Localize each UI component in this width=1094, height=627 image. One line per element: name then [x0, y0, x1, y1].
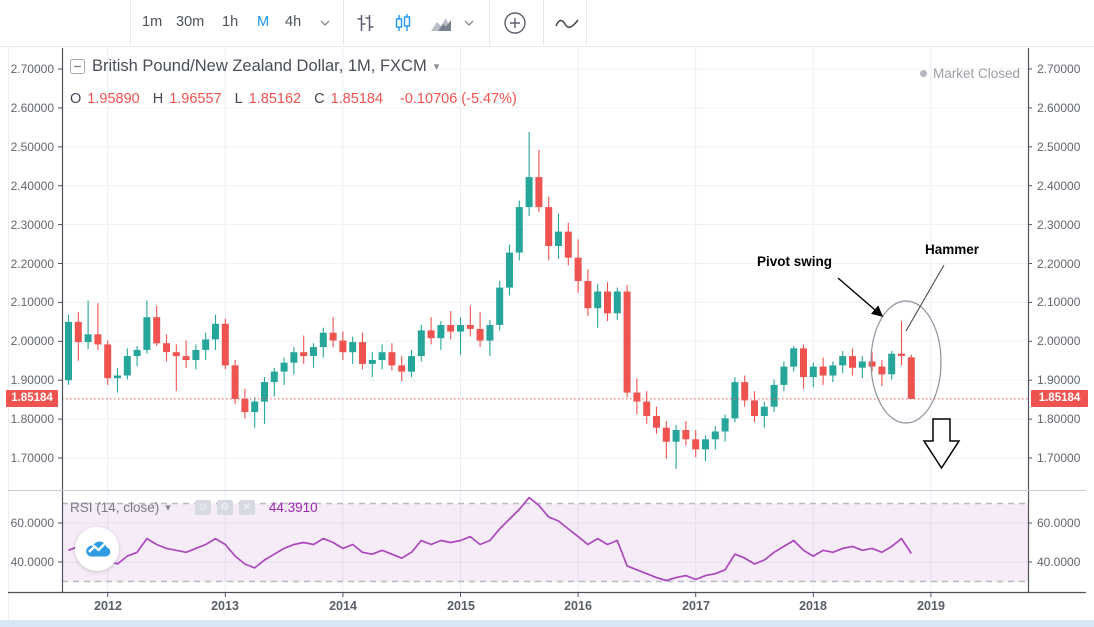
rsi-axis-label: 60.0000 — [10, 516, 54, 530]
last-price-label-right: 1.85184 — [1031, 390, 1088, 407]
top-toolbar: 1m 30m 1h M 4h — [0, 0, 1094, 46]
open-label: O — [70, 91, 82, 107]
price-axis-label: 2.50000 — [10, 140, 54, 154]
collapse-legend-icon[interactable] — [70, 59, 85, 74]
price-axis-label: 2.00000 — [1037, 334, 1081, 348]
high-label: H — [152, 91, 164, 107]
time-axis-label: 2018 — [799, 599, 827, 613]
price-axis-label: 2.00000 — [10, 334, 54, 348]
rsi-hide-icon[interactable]: ⊙ — [194, 500, 211, 515]
symbol-dropdown-caret[interactable]: ▾ — [433, 61, 440, 73]
down-arrow-drawing[interactable] — [922, 418, 961, 470]
indicator-line-icon[interactable] — [554, 10, 580, 36]
pivot-ellipse-drawing[interactable] — [870, 300, 942, 424]
pivot-swing-annotation[interactable]: Pivot swing — [757, 254, 833, 269]
low-label: L — [234, 91, 243, 107]
price-axis-label: 2.60000 — [1037, 101, 1081, 115]
low-value: 1.85162 — [248, 91, 302, 107]
price-axis-label: 1.80000 — [10, 412, 54, 426]
time-axis-label: 2013 — [211, 599, 239, 613]
price-axis-label: 2.20000 — [10, 257, 54, 271]
close-value: 1.85184 — [330, 91, 384, 107]
bars-style-icon[interactable] — [352, 10, 378, 36]
price-axis-label: 1.90000 — [1037, 373, 1081, 387]
rsi-current-value: 44.3910 — [268, 500, 318, 515]
price-axis-label: 2.30000 — [1037, 218, 1081, 232]
rsi-dropdown-caret[interactable]: ▾ — [165, 502, 171, 514]
compare-plus-icon[interactable] — [502, 10, 528, 36]
rsi-axis-label: 60.0000 — [1037, 516, 1081, 530]
price-axis-label: 2.50000 — [1037, 140, 1081, 154]
toolbar-separator — [543, 0, 544, 45]
price-axis-label: 1.80000 — [1037, 412, 1081, 426]
interval-button-30m[interactable]: 30m — [172, 12, 208, 32]
price-axis-label: 1.70000 — [1037, 451, 1081, 465]
close-label: C — [314, 91, 325, 107]
price-axis-label: 2.70000 — [10, 62, 54, 76]
hammer-pointer-line[interactable] — [905, 264, 945, 332]
price-axis-label: 1.90000 — [10, 373, 54, 387]
symbol-title[interactable]: British Pound/New Zealand Dollar, 1M, FX… — [92, 57, 427, 75]
interval-button-4h[interactable]: 4h — [281, 12, 305, 32]
market-status-dot-icon — [919, 70, 927, 77]
high-value: 1.96557 — [169, 91, 222, 107]
price-axis-label: 2.10000 — [1037, 295, 1081, 309]
price-axis-label: 2.20000 — [1037, 257, 1081, 271]
hammer-annotation[interactable]: Hammer — [925, 242, 980, 257]
time-axis-label: 2014 — [329, 599, 357, 613]
pivot-swing-arrow[interactable] — [837, 277, 884, 317]
interval-dropdown-caret[interactable] — [312, 10, 338, 36]
rsi-settings-icon[interactable]: ⚙ — [216, 500, 233, 515]
price-axis-label: 2.10000 — [10, 295, 54, 309]
open-value: 1.95890 — [87, 91, 140, 107]
interval-button-1m[interactable]: 1m — [138, 12, 166, 32]
toolbar-separator — [489, 0, 490, 45]
market-status-text: Market Closed — [932, 66, 1020, 81]
time-axis-label: 2016 — [564, 599, 592, 613]
area-style-icon[interactable] — [428, 10, 454, 36]
price-axis-label: 2.40000 — [1037, 179, 1081, 193]
bottom-scroll-strip[interactable] — [0, 620, 1094, 627]
chart-watermark-logo — [75, 527, 119, 571]
rsi-axis-label: 40.0000 — [1037, 555, 1081, 569]
candles-style-icon[interactable] — [390, 10, 416, 36]
rsi-close-icon[interactable]: ✕ — [238, 500, 255, 515]
price-axis-label: 1.70000 — [10, 451, 54, 465]
time-axis-label: 2015 — [447, 599, 475, 613]
interval-button-1h[interactable]: 1h — [218, 12, 242, 32]
toolbar-separator — [343, 0, 344, 45]
time-axis-label: 2019 — [917, 599, 945, 613]
symbol-legend: British Pound/New Zealand Dollar, 1M, FX… — [70, 57, 439, 76]
rsi-legend: RSI (14, close) ▾ ⊙ ⚙ ✕ 44.3910 — [70, 500, 318, 515]
rsi-axis-label: 40.0000 — [10, 555, 54, 569]
change-value: -0.10706 (-5.47%) — [400, 91, 517, 107]
price-axis-label: 2.40000 — [10, 179, 54, 193]
price-axis-label: 2.30000 — [10, 218, 54, 232]
rsi-label[interactable]: RSI (14, close) — [70, 500, 160, 515]
interval-button-1M[interactable]: M — [253, 12, 273, 32]
time-axis-label: 2012 — [94, 599, 122, 613]
ohlc-readout: O 1.95890 H 1.96557 L 1.85162 C 1.85184 … — [70, 91, 517, 107]
style-dropdown-caret[interactable] — [456, 10, 482, 36]
toolbar-separator — [586, 0, 587, 45]
time-axis-label: 2017 — [682, 599, 710, 613]
toolbar-separator — [130, 0, 131, 45]
last-price-label-left: 1.85184 — [6, 390, 58, 407]
price-axis-label: 2.60000 — [10, 101, 54, 115]
market-status-badge: Market Closed — [919, 66, 1020, 81]
price-axis-label: 2.70000 — [1037, 62, 1081, 76]
